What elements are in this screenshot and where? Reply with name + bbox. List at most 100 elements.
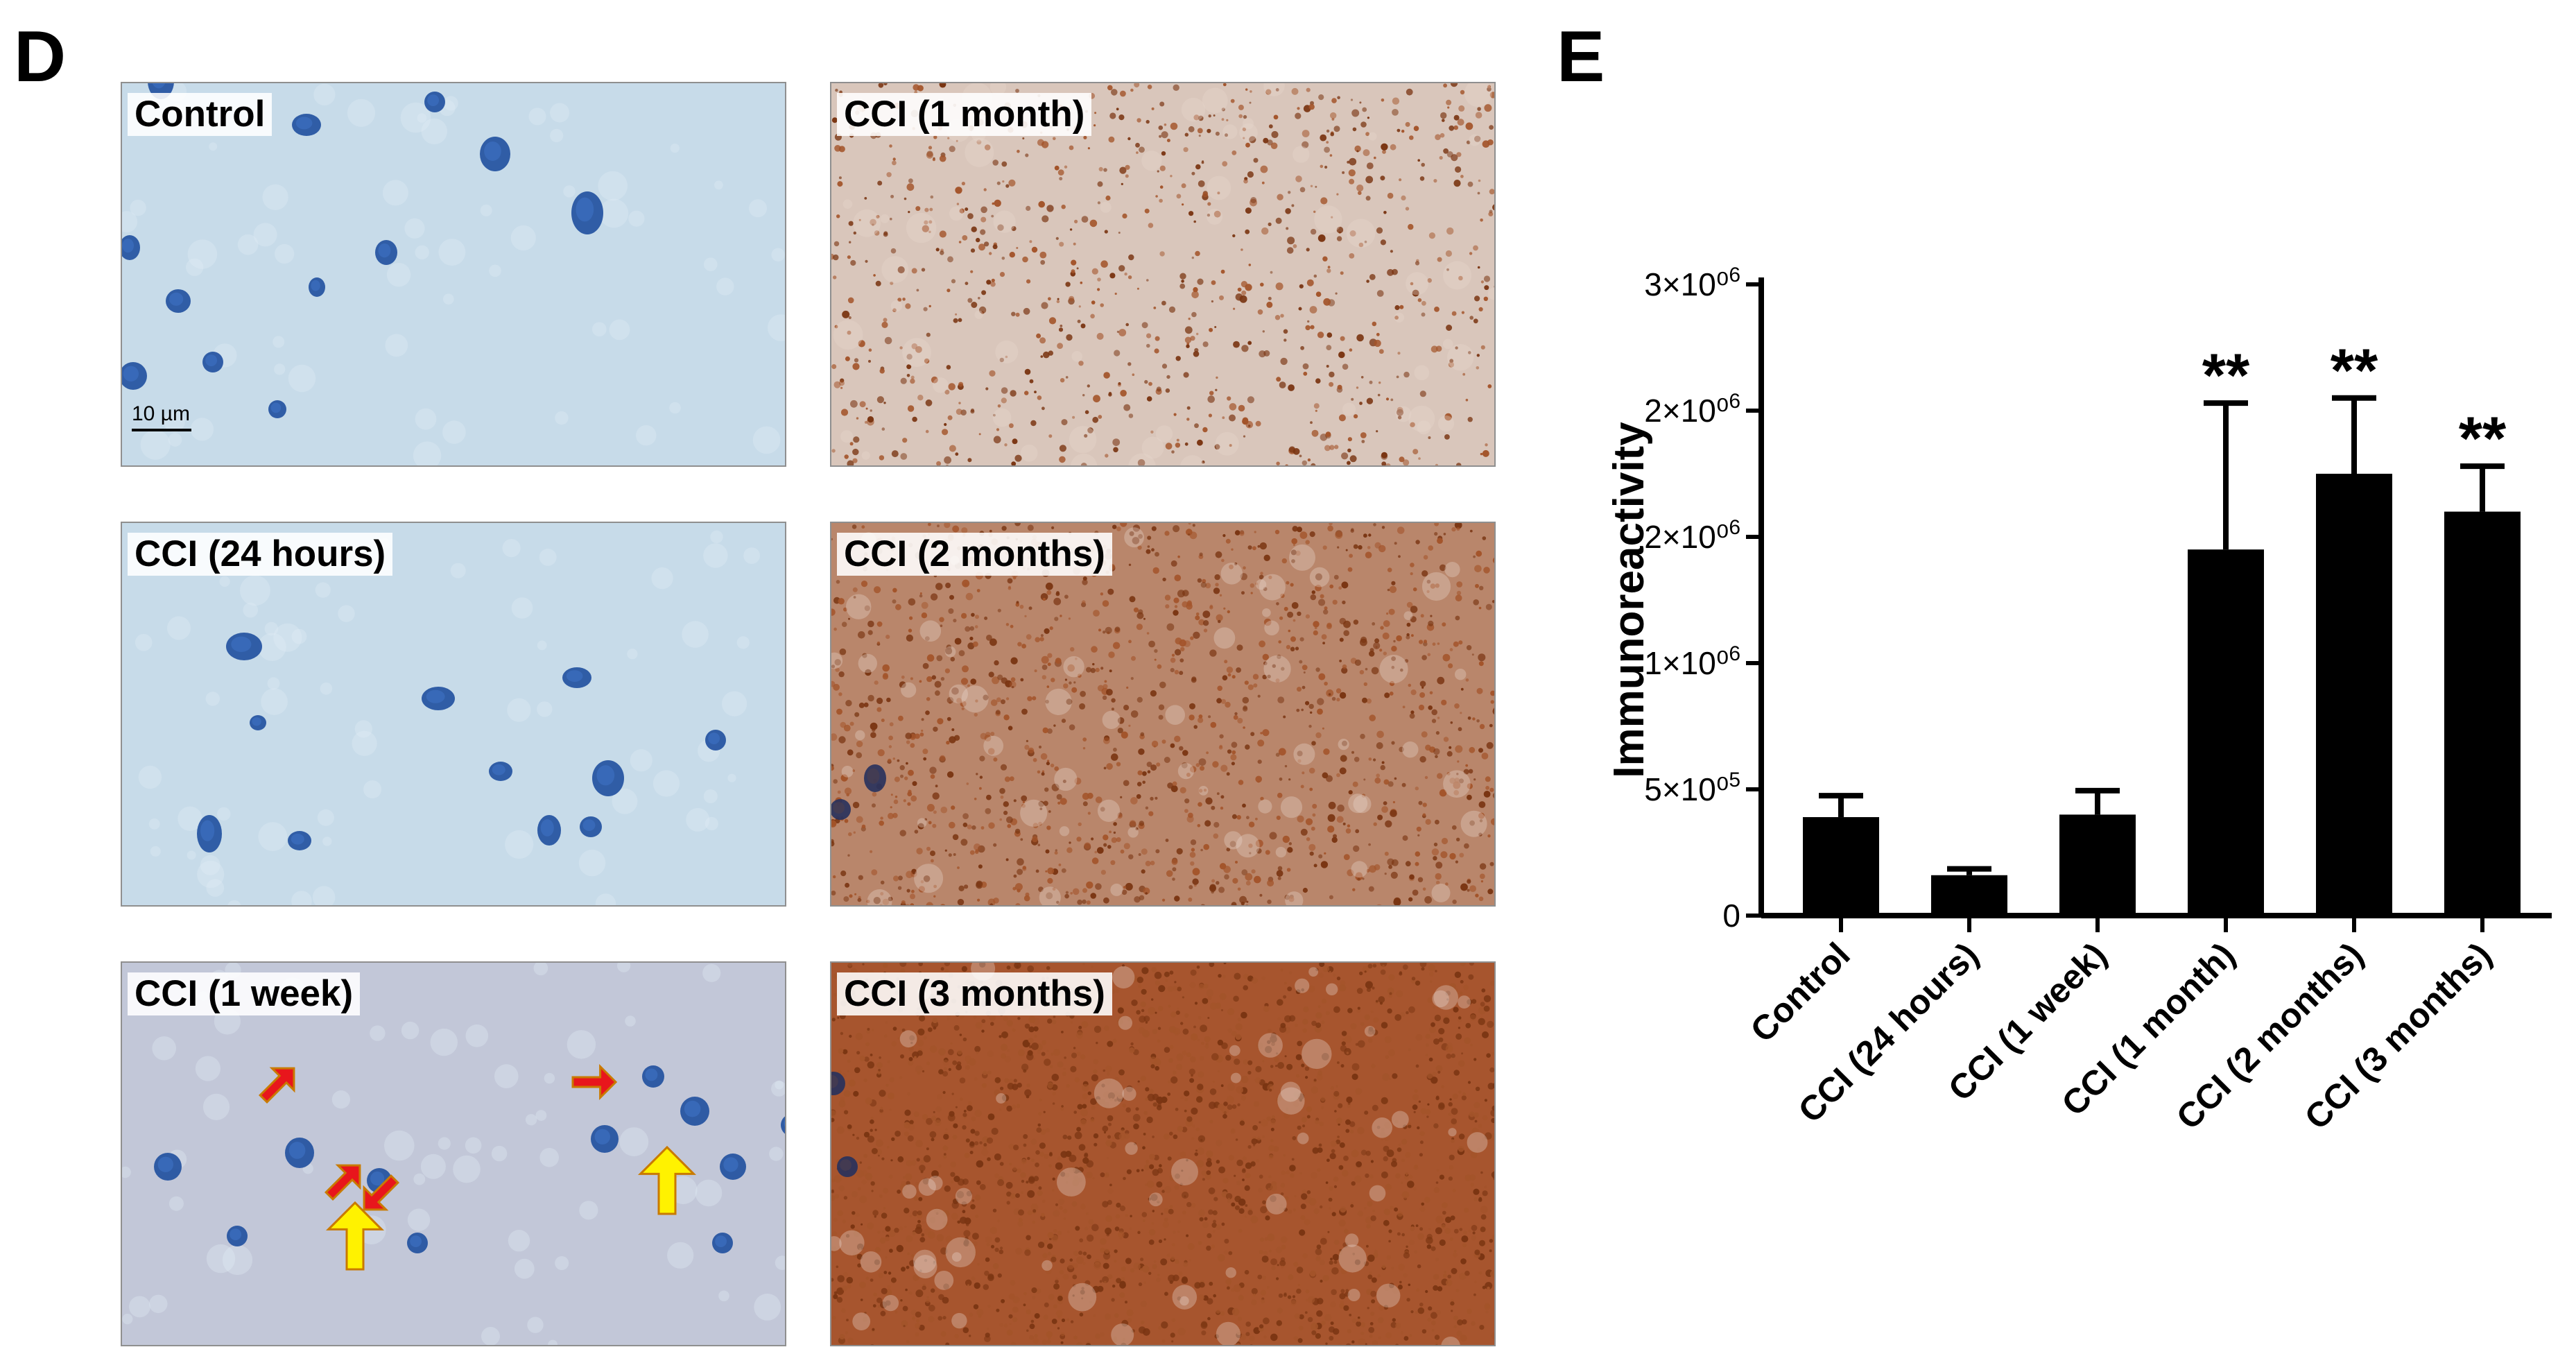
stain-granule <box>1358 1338 1366 1345</box>
stain-granule <box>1439 1174 1444 1180</box>
tissue-texture <box>505 830 534 859</box>
stain-granule <box>1291 1158 1295 1161</box>
stain-granule <box>1419 1153 1423 1157</box>
stain-granule <box>1041 770 1045 773</box>
stain-granule <box>1315 378 1321 384</box>
stain-granule <box>1461 1235 1469 1243</box>
stain-granule <box>1283 1292 1287 1296</box>
cell-nucleolus <box>596 765 615 786</box>
micrograph-cci-3-months-image <box>831 963 1494 1345</box>
stain-granule <box>1450 1301 1455 1306</box>
stain-granule <box>1434 1335 1440 1340</box>
stain-granule <box>1279 1206 1284 1212</box>
stain-granule <box>1329 970 1331 973</box>
stain-granule <box>1107 1040 1114 1047</box>
stain-granule <box>1006 816 1013 823</box>
stain-granule <box>1072 1284 1076 1287</box>
stain-granule <box>1046 685 1050 688</box>
stain-granule <box>1312 803 1317 809</box>
stain-granule <box>1408 223 1414 230</box>
stain-granule <box>1102 1276 1109 1283</box>
stain-granule <box>1181 183 1186 189</box>
tissue-texture <box>934 1271 954 1290</box>
stain-granule <box>1268 296 1272 300</box>
stain-granule <box>1028 1026 1035 1033</box>
stain-granule <box>1376 430 1378 433</box>
stain-granule <box>940 904 946 905</box>
stain-granule <box>1276 377 1281 382</box>
stain-granule <box>1114 350 1121 357</box>
tissue-texture <box>881 256 909 283</box>
stain-granule <box>1111 837 1117 843</box>
stain-granule <box>1042 597 1046 601</box>
stain-granule <box>1129 1227 1132 1230</box>
stain-granule <box>1140 1001 1146 1008</box>
tissue-texture <box>1198 786 1209 796</box>
stain-granule <box>1376 904 1382 905</box>
stain-granule <box>1209 1281 1213 1286</box>
stain-granule <box>856 816 863 823</box>
stain-granule <box>831 1246 838 1253</box>
tissue-texture <box>317 809 334 826</box>
stain-granule <box>1195 1127 1200 1131</box>
stain-granule <box>1013 1079 1017 1083</box>
stain-granule <box>1098 628 1101 632</box>
stain-granule <box>958 381 964 387</box>
tissue-texture <box>944 646 956 658</box>
stain-granule <box>1170 1076 1178 1084</box>
stain-granule <box>993 436 1001 444</box>
stain-granule <box>1318 599 1326 606</box>
stain-granule <box>971 1199 975 1202</box>
stain-granule <box>1424 775 1428 780</box>
stain-granule <box>1008 585 1011 589</box>
stain-granule <box>1035 869 1039 873</box>
stain-granule <box>1209 391 1214 395</box>
stain-granule <box>944 849 947 852</box>
stain-granule <box>923 757 927 761</box>
stain-granule <box>1303 671 1306 674</box>
stain-granule <box>1032 1337 1039 1344</box>
tissue-texture <box>1402 741 1419 758</box>
stain-granule <box>1122 1104 1126 1108</box>
stain-granule <box>1265 850 1270 855</box>
tissue-texture <box>1122 1086 1136 1101</box>
stain-granule <box>1388 1240 1391 1243</box>
stain-granule <box>981 1149 989 1156</box>
stain-granule <box>1240 1334 1247 1341</box>
stain-granule <box>1179 658 1184 662</box>
tissue-texture <box>150 846 161 857</box>
stain-granule <box>1128 413 1134 418</box>
stain-granule <box>1296 1074 1300 1078</box>
tissue-texture <box>443 293 454 305</box>
stain-granule <box>1397 1147 1402 1152</box>
stain-granule <box>900 1299 903 1302</box>
stain-granule <box>1194 1163 1198 1166</box>
stain-granule <box>877 180 883 186</box>
stain-granule <box>1443 1017 1450 1024</box>
stain-granule <box>1103 897 1109 904</box>
stain-granule <box>1104 1078 1112 1085</box>
stain-granule <box>1027 1050 1033 1056</box>
stain-granule <box>965 626 971 632</box>
stain-granule <box>1004 443 1008 447</box>
stain-granule <box>1064 1056 1066 1059</box>
stain-granule <box>1325 431 1331 437</box>
stain-granule <box>831 820 837 828</box>
stain-granule <box>1330 1140 1337 1147</box>
stain-granule <box>940 250 944 255</box>
stain-granule <box>1267 899 1272 904</box>
stain-granule <box>1433 856 1437 861</box>
stain-granule <box>1321 998 1327 1004</box>
stain-granule <box>1039 1142 1046 1149</box>
stain-granule <box>1263 137 1269 144</box>
stain-granule <box>1392 1318 1396 1322</box>
tissue-texture <box>989 83 1007 96</box>
stain-granule <box>1323 748 1330 755</box>
tissue-texture <box>129 1296 150 1318</box>
stain-granule <box>1299 284 1304 289</box>
tissue-texture <box>262 184 288 210</box>
stain-granule <box>1263 661 1268 666</box>
stain-granule <box>1028 606 1032 610</box>
stain-granule <box>1414 1089 1418 1093</box>
stain-granule <box>1351 1149 1359 1158</box>
